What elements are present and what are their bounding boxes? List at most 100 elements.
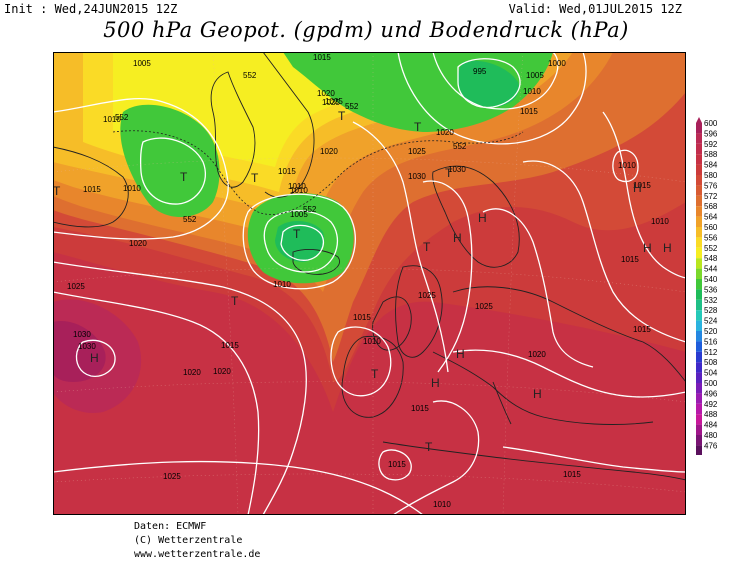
source-url[interactable]: www.wetterzentrale.de bbox=[134, 549, 261, 560]
legend-level-label: 600 bbox=[704, 119, 718, 128]
ireland-coast bbox=[372, 296, 412, 351]
legend-level-label: 488 bbox=[704, 410, 718, 419]
legend-swatch bbox=[696, 289, 702, 300]
high-marker: H bbox=[90, 351, 99, 365]
legend-swatch bbox=[696, 424, 702, 435]
pressure-label: 1010 bbox=[523, 87, 541, 96]
map-frame bbox=[53, 52, 686, 515]
pressure-label: 1015 bbox=[353, 313, 371, 322]
legend-swatch bbox=[696, 175, 702, 186]
legend-swatch bbox=[696, 372, 702, 383]
isobar bbox=[53, 291, 260, 515]
pressure-label: 1025 bbox=[325, 97, 343, 106]
low-marker: T bbox=[53, 184, 61, 198]
legend-swatch bbox=[696, 206, 702, 217]
isobar bbox=[522, 160, 686, 343]
legend-level-label: 516 bbox=[704, 337, 718, 346]
geopot-label: 552 bbox=[303, 205, 317, 214]
legend-level-label: 596 bbox=[704, 129, 718, 138]
isobar bbox=[139, 137, 207, 205]
legend-level-label: 548 bbox=[704, 254, 718, 263]
color-legend: 6005965925885845805765725685645605565525… bbox=[696, 117, 718, 455]
pressure-label: 1015 bbox=[221, 341, 239, 350]
legend-level-label: 476 bbox=[704, 441, 718, 450]
legend-level-label: 576 bbox=[704, 181, 718, 190]
pressure-label: 1005 bbox=[133, 59, 151, 68]
legend-level-label: 508 bbox=[704, 358, 718, 367]
pressure-label: 1005 bbox=[526, 71, 544, 80]
pressure-centers: H H H H H H H H H T T T T T T T T T T T bbox=[53, 109, 672, 454]
pressure-label: 1015 bbox=[633, 181, 651, 190]
isobar bbox=[352, 121, 449, 373]
isobar bbox=[242, 193, 356, 290]
high-marker: H bbox=[431, 376, 440, 390]
pressure-label: 1015 bbox=[313, 53, 331, 62]
legend-level-label: 524 bbox=[704, 317, 718, 326]
legend-level-label: 496 bbox=[704, 389, 718, 398]
high-marker: H bbox=[533, 387, 542, 401]
legend-swatch bbox=[696, 320, 702, 331]
legend-swatch bbox=[696, 435, 702, 446]
legend-level-label: 484 bbox=[704, 421, 718, 430]
low-marker: T bbox=[423, 240, 431, 254]
britain-coast bbox=[395, 265, 443, 358]
low-marker: T bbox=[338, 109, 346, 123]
pressure-label: 1000 bbox=[548, 59, 566, 68]
legend-level-label: 556 bbox=[704, 233, 718, 242]
iberia-coast bbox=[341, 335, 404, 418]
pressure-label: 1020 bbox=[213, 367, 231, 376]
high-marker: H bbox=[478, 211, 487, 225]
isobar bbox=[432, 52, 559, 110]
pressure-label: 1015 bbox=[621, 255, 639, 264]
geopot-label: 552 bbox=[183, 215, 197, 224]
legend-swatch bbox=[696, 351, 702, 363]
legend-level-label: 500 bbox=[704, 379, 718, 388]
legend-swatch bbox=[696, 299, 702, 311]
isobar bbox=[602, 111, 686, 279]
legend-swatch bbox=[696, 123, 702, 134]
high-marker: H bbox=[643, 241, 652, 255]
pressure-label: 1005 bbox=[290, 210, 308, 219]
pressure-label: 1020 bbox=[436, 128, 454, 137]
legend-level-label: 580 bbox=[704, 171, 718, 180]
pressure-label: 1025 bbox=[67, 282, 85, 291]
pressure-label: 1010 bbox=[288, 182, 306, 191]
pressure-label: 1015 bbox=[388, 460, 406, 469]
pressure-label: 1015 bbox=[83, 185, 101, 194]
italy-coast bbox=[492, 381, 512, 425]
iceland bbox=[292, 249, 340, 275]
legend-level-label: 528 bbox=[704, 306, 718, 315]
legend-swatch bbox=[696, 445, 702, 455]
pressure-label: 1010 bbox=[363, 337, 381, 346]
greenland-east-coast bbox=[262, 52, 315, 198]
isobar bbox=[263, 210, 339, 273]
legend-swatch bbox=[696, 331, 702, 342]
geopot-label: 552 bbox=[345, 102, 359, 111]
pressure-label: 1010 bbox=[651, 217, 669, 226]
low-marker: T bbox=[445, 166, 453, 180]
legend-level-label: 536 bbox=[704, 285, 718, 294]
geopot-labels: 552 552 552 552 552 552 bbox=[115, 71, 467, 224]
legend-swatch bbox=[696, 164, 702, 175]
pressure-label: 1020 bbox=[183, 368, 201, 377]
pressure-label: 1020 bbox=[317, 89, 335, 98]
low-marker: T bbox=[180, 170, 188, 184]
isobar bbox=[457, 58, 521, 109]
legend-swatch bbox=[696, 195, 702, 207]
pressure-label: 1010 bbox=[433, 500, 451, 509]
isobar bbox=[502, 446, 686, 473]
legend-swatch bbox=[696, 227, 702, 238]
canada-coast bbox=[53, 146, 129, 228]
legend-level-label: 564 bbox=[704, 213, 718, 222]
isobar bbox=[53, 98, 229, 240]
isobar bbox=[53, 261, 307, 515]
isobar bbox=[452, 349, 686, 398]
legend-level-label: 504 bbox=[704, 369, 718, 378]
legend-swatch bbox=[696, 279, 702, 290]
low-marker: T bbox=[371, 367, 379, 381]
legend-level-label: 572 bbox=[704, 192, 718, 201]
low-marker: T bbox=[293, 227, 301, 241]
legend-level-label: 492 bbox=[704, 400, 718, 409]
legend-level-label: 552 bbox=[704, 244, 718, 253]
legend-level-label: 540 bbox=[704, 275, 718, 284]
